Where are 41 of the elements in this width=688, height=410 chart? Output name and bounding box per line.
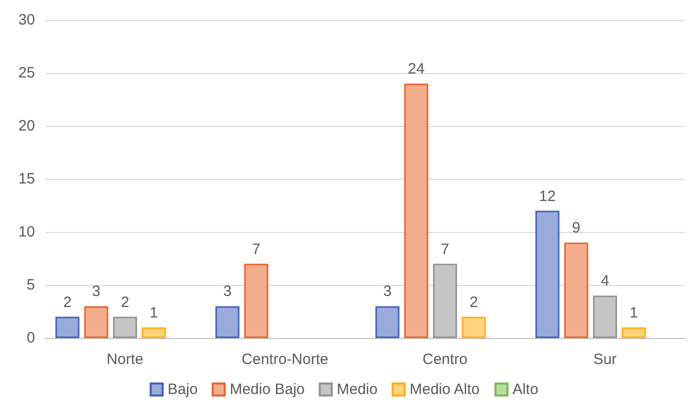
- x-tick-label: Centro: [422, 351, 468, 368]
- legend-label: Medio Alto: [410, 381, 480, 398]
- data-label: 7: [252, 240, 260, 258]
- data-label: 12: [539, 188, 556, 205]
- data-label: 2: [120, 294, 130, 311]
- bar: [84, 306, 108, 338]
- y-tick-label: 20: [18, 118, 35, 134]
- data-label: 1: [150, 304, 158, 322]
- bar: [375, 306, 400, 338]
- legend-label: Medio: [336, 381, 378, 398]
- data-label: 4: [600, 272, 610, 290]
- y-tick-label: 15: [18, 170, 35, 188]
- bar: [404, 84, 428, 338]
- y-tick-label: 25: [18, 64, 35, 82]
- bar: [622, 327, 646, 338]
- y-tick-label: 0: [26, 330, 35, 346]
- data-label: 2: [470, 294, 478, 311]
- bar: [462, 316, 486, 338]
- bar: [564, 242, 588, 338]
- bar: [244, 264, 268, 338]
- bar: [535, 210, 560, 338]
- bar: [215, 306, 240, 338]
- bar: [55, 316, 80, 338]
- bar: [142, 327, 166, 338]
- x-tick-label: Norte: [106, 351, 144, 368]
- y-tick-label: 10: [18, 224, 35, 240]
- data-label: 24: [408, 60, 425, 78]
- y-tick-label: 5: [26, 276, 35, 294]
- data-label: 3: [223, 283, 232, 300]
- data-label: 3: [383, 283, 392, 300]
- legend-label: Bajo: [168, 381, 198, 398]
- data-label: 9: [572, 220, 580, 237]
- legend-label: Medio Bajo: [230, 381, 305, 398]
- data-label: 7: [440, 240, 450, 258]
- x-tick-label: Centro-Norte: [242, 351, 328, 368]
- legend-label: Alto: [512, 381, 538, 398]
- data-label: 3: [92, 283, 100, 300]
- y-tick-label: 30: [18, 12, 35, 28]
- data-label: 2: [63, 294, 72, 311]
- data-label: 1: [630, 304, 638, 322]
- x-tick-label: Sur: [593, 351, 617, 368]
